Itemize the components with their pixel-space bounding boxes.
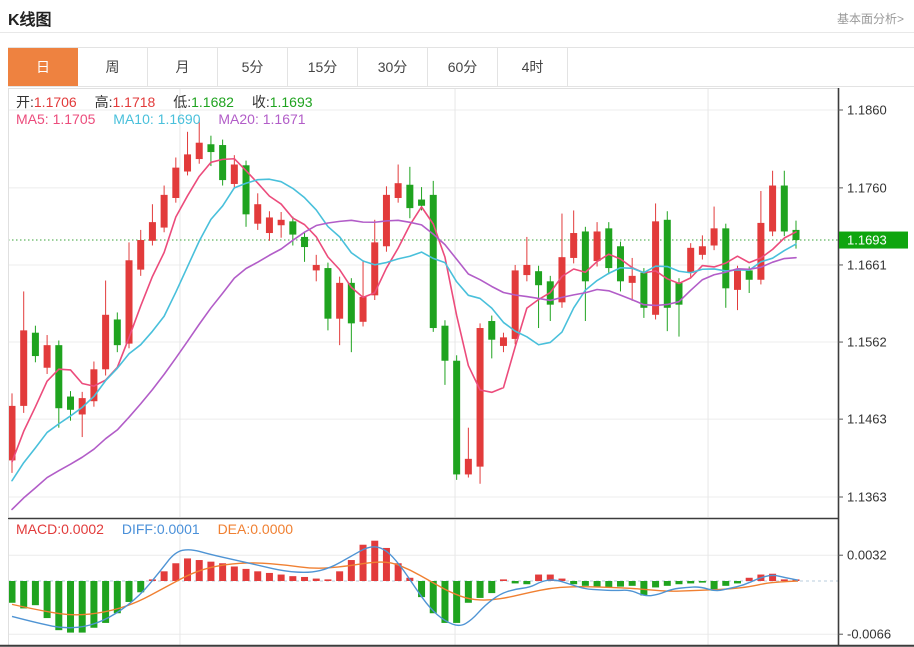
svg-text:1.1693: 1.1693 bbox=[847, 233, 887, 248]
svg-text:-0.0066: -0.0066 bbox=[847, 627, 891, 642]
close-label: 收: bbox=[251, 94, 270, 110]
ma5-label: MA5: bbox=[16, 111, 49, 127]
svg-text:1.1760: 1.1760 bbox=[847, 180, 887, 195]
svg-text:1.1661: 1.1661 bbox=[847, 257, 887, 272]
ma20-line bbox=[11, 219, 797, 511]
header-divider bbox=[0, 32, 914, 33]
page-title: K线图 bbox=[8, 12, 52, 29]
dea-label: DEA: bbox=[217, 521, 251, 537]
svg-text:1.1860: 1.1860 bbox=[847, 103, 887, 118]
ma20-value: 1.1671 bbox=[262, 111, 306, 127]
ma10-line bbox=[11, 178, 797, 482]
ma20-label: MA20: bbox=[218, 111, 259, 127]
macd-info: MACD:0.0002 DIFF:0.0001 DEA:0.0000 bbox=[16, 521, 307, 537]
ma10-value: 1.1690 bbox=[157, 111, 201, 127]
tab-30min[interactable]: 30分 bbox=[358, 48, 428, 86]
ma5-line bbox=[11, 157, 797, 463]
tab-5min[interactable]: 5分 bbox=[218, 48, 288, 86]
ma10-label: MA10: bbox=[113, 111, 154, 127]
price-grid bbox=[8, 88, 838, 645]
ma5-value: 1.1705 bbox=[52, 111, 96, 127]
tab-60min[interactable]: 60分 bbox=[428, 48, 498, 86]
dea-value: 0.0000 bbox=[250, 521, 294, 537]
svg-text:1.1363: 1.1363 bbox=[847, 490, 887, 505]
open-label: 开: bbox=[16, 94, 34, 110]
svg-text:1.1562: 1.1562 bbox=[847, 335, 887, 350]
dea-line bbox=[11, 561, 799, 616]
fundamental-analysis-link[interactable]: 基本面分析> bbox=[836, 12, 904, 26]
tab-month[interactable]: 月 bbox=[148, 48, 218, 86]
macd-value: 0.0002 bbox=[61, 521, 104, 537]
high-value: 1.1718 bbox=[112, 94, 156, 110]
ohlc-info: 开:1.1706 高:1.1718 低:1.1682 收:1.1693 bbox=[16, 92, 327, 112]
current-price-label: 1.1693 bbox=[839, 231, 908, 249]
candles bbox=[8, 120, 800, 484]
chart-borders bbox=[0, 88, 914, 647]
low-label: 低: bbox=[173, 94, 192, 110]
diff-label: DIFF: bbox=[121, 521, 157, 537]
diff-line bbox=[11, 546, 799, 629]
tab-15min[interactable]: 15分 bbox=[288, 48, 358, 86]
macd-histogram bbox=[8, 540, 800, 633]
timeframe-tabs: 日 周 月 5分 15分 30分 60分 4时 bbox=[8, 47, 914, 87]
price-axis: 1.1860 1.1760 1.1661 1.1562 1.1463 1.1363 0.00… bbox=[838, 103, 891, 642]
tab-day[interactable]: 日 bbox=[8, 48, 78, 86]
diff-value: 0.0001 bbox=[156, 521, 200, 537]
tab-4hour[interactable]: 4时 bbox=[498, 48, 568, 86]
svg-text:0.0032: 0.0032 bbox=[847, 548, 887, 563]
macd-label: MACD: bbox=[16, 521, 62, 537]
high-label: 高: bbox=[94, 94, 113, 110]
close-value: 1.1693 bbox=[269, 94, 313, 110]
low-value: 1.1682 bbox=[191, 94, 234, 110]
ma-info: MA5: 1.1705 MA10: 1.1690 MA20: 1.1671 bbox=[16, 111, 320, 127]
tab-week[interactable]: 周 bbox=[78, 48, 148, 86]
open-value: 1.1706 bbox=[33, 94, 77, 110]
svg-text:1.1463: 1.1463 bbox=[847, 412, 887, 427]
